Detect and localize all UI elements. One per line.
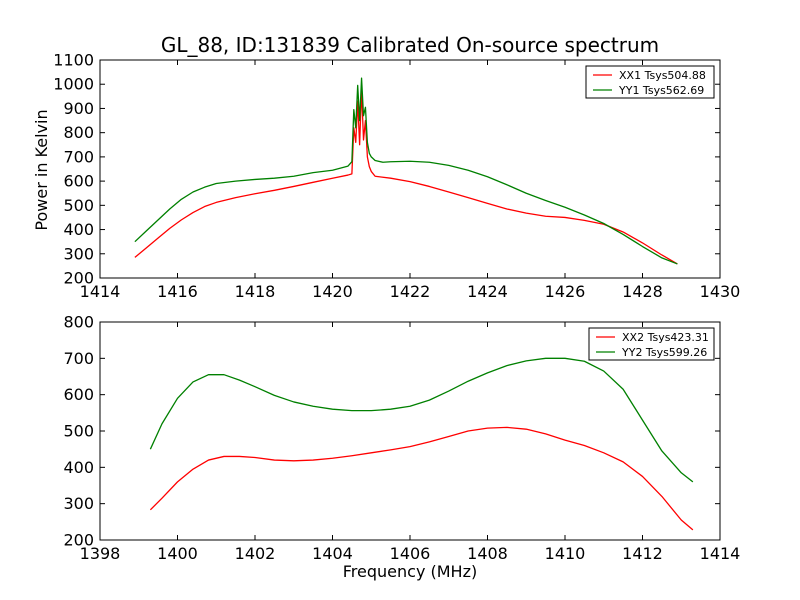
y-tick-label: 200 — [63, 269, 94, 288]
x-tick-label: 1414 — [700, 544, 741, 563]
x-tick-label: 1428 — [622, 282, 663, 301]
series-line-2-2 — [149, 357, 694, 483]
x-tick-label: 1402 — [235, 544, 276, 563]
y-tick-label: 700 — [63, 349, 94, 368]
y-tick-label: 500 — [63, 422, 94, 441]
legend-label: XX2 Tsys423.31 — [622, 331, 709, 344]
y-tick-label: 400 — [63, 458, 94, 477]
y-axis-label-top: Power in Kelvin — [32, 109, 51, 230]
legend-label: YY1 Tsys562.69 — [618, 84, 704, 97]
x-tick-label: 1404 — [312, 544, 353, 563]
legend-box — [585, 65, 715, 99]
series-line-2-1 — [149, 426, 694, 531]
x-tick-label: 1426 — [545, 282, 586, 301]
y-tick-label: 700 — [63, 147, 94, 166]
y-tick-label: 200 — [63, 531, 94, 550]
x-tick-label: 1400 — [157, 544, 198, 563]
y-tick-label: 300 — [63, 494, 94, 513]
x-tick-label: 1420 — [312, 282, 353, 301]
series-line-1-2 — [134, 77, 678, 265]
legend-label: XX1 Tsys504.88 — [619, 69, 706, 82]
y-tick-label: 600 — [63, 385, 94, 404]
y-tick-label: 1100 — [53, 51, 94, 70]
top-plot: 1414 1416 1418 1420 1422 1424 1426 1428 1430 200 3… — [53, 51, 740, 302]
x-tick-label: 1416 — [157, 282, 198, 301]
x-tick-label: 1408 — [467, 544, 508, 563]
y-tick-label: 800 — [63, 313, 94, 332]
y-tick-label: 800 — [63, 123, 94, 142]
y-tick-label: 400 — [63, 220, 94, 239]
legend-box — [588, 327, 715, 361]
y-tick-label: 600 — [63, 172, 94, 191]
y-tick-label: 1000 — [53, 75, 94, 94]
x-tick-label: 1398 — [80, 544, 121, 563]
x-tick-label: 1424 — [467, 282, 508, 301]
x-tick-label: 1406 — [390, 544, 431, 563]
x-tick-label: 1430 — [700, 282, 741, 301]
series-line-1-1 — [134, 88, 678, 265]
y-tick-label: 500 — [63, 196, 94, 215]
x-axis-label-bottom: Frequency (MHz) — [343, 562, 477, 581]
chart-title-top: GL_88, ID:131839 Calibrated On-source sp… — [161, 33, 659, 57]
legend-label: YY2 Tsys599.26 — [621, 346, 707, 359]
y-tick-label: 900 — [63, 99, 94, 118]
x-tick-label: 1410 — [545, 544, 586, 563]
x-tick-label: 1412 — [622, 544, 663, 563]
x-tick-label: 1418 — [235, 282, 276, 301]
y-tick-label: 300 — [63, 244, 94, 263]
x-tick-label: 1422 — [390, 282, 431, 301]
bottom-plot: 1398 1400 1402 1404 1406 1408 1410 1412 1414 200 3… — [63, 313, 740, 564]
x-tick-label: 1414 — [80, 282, 121, 301]
